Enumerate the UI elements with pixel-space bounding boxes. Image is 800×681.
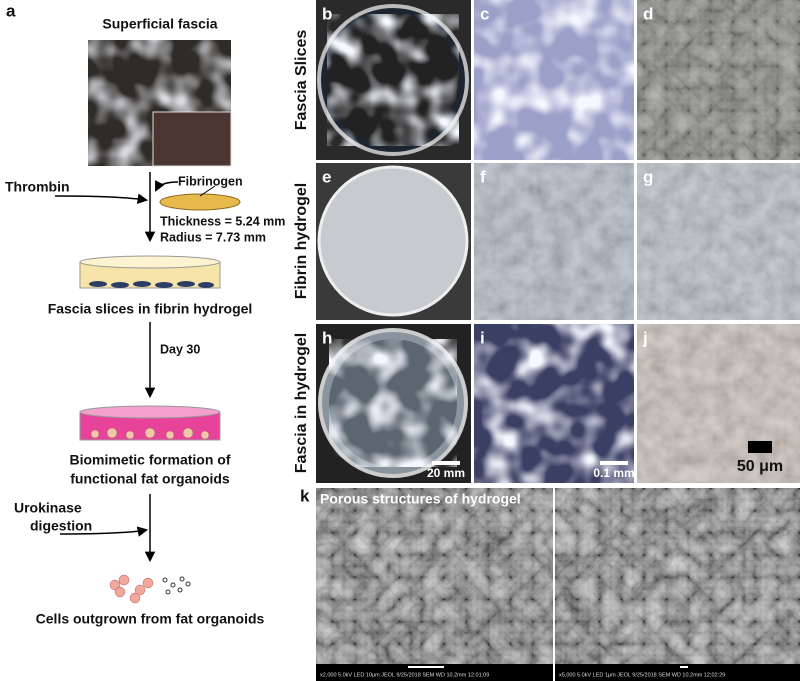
panel-label: a xyxy=(6,1,16,20)
dish-rim xyxy=(79,255,221,269)
arrow xyxy=(59,526,149,537)
sem-footer: x5,000 5.0kV LED 1μm JEOL 9/25/2018 SEM … xyxy=(559,672,725,678)
scale-bar-label: 50 μm xyxy=(737,458,783,475)
panel-label: j xyxy=(642,328,648,347)
pointer xyxy=(199,185,216,197)
step-label: Cells outgrown from fat organoids xyxy=(36,611,265,627)
arrow xyxy=(54,193,149,204)
panel-label: h xyxy=(322,328,332,347)
dish-rim xyxy=(79,405,221,419)
arrow xyxy=(155,180,179,192)
photo-grid xyxy=(316,0,800,483)
step-label: functional fat organoids xyxy=(70,471,230,487)
sem-footer-bar xyxy=(316,664,553,681)
sem-scale xyxy=(680,666,688,668)
row-label: Fascia in hydrogel xyxy=(293,333,310,473)
sem-image xyxy=(555,488,800,664)
sem-footer: x2,000 5.0kV LED 10μm JEOL 9/25/2018 SEM… xyxy=(320,672,489,678)
row-label: Fibrin hydrogel xyxy=(293,183,310,299)
panel-label: i xyxy=(480,328,485,347)
scale-bar-label: 0.1 mm xyxy=(593,466,634,480)
step-label: Fascia slices in fibrin hydrogel xyxy=(48,301,253,317)
row-label: Fascia Slices xyxy=(293,30,310,131)
sem-image xyxy=(316,488,553,664)
thrombin: Thrombin xyxy=(5,179,70,195)
panel-label: g xyxy=(643,167,653,186)
fibrinogen: Fibrinogen xyxy=(178,174,243,188)
dish xyxy=(159,193,241,211)
single-cells xyxy=(162,576,191,595)
enzyme: Urokinase xyxy=(14,500,82,516)
enzyme: digestion xyxy=(30,518,92,534)
step-label: Biomimetic formation of xyxy=(69,452,230,468)
day-label: Day 30 xyxy=(160,342,200,356)
slices xyxy=(89,281,214,288)
sem-scale xyxy=(408,666,444,668)
panel-label: b xyxy=(322,4,332,23)
panel-label: e xyxy=(322,167,331,186)
thickness: Thickness = 5.24 mm xyxy=(160,214,285,228)
panel-label: k xyxy=(300,486,310,505)
panel-labels: b c d e f g h i j xyxy=(322,4,653,347)
panel-label: c xyxy=(480,4,489,23)
radius: Radius = 7.73 mm xyxy=(160,230,266,244)
cell-clusters xyxy=(109,574,154,604)
tissue-inset xyxy=(152,111,232,167)
panel-label: d xyxy=(643,4,653,23)
tissue-title: Superficial fascia xyxy=(102,16,217,32)
panel-label: f xyxy=(480,167,486,186)
scale-bar-label: 20 mm xyxy=(427,466,465,480)
organoids xyxy=(90,427,210,440)
sem-footer-bar xyxy=(555,664,800,681)
sem-title: Porous structures of hydrogel xyxy=(320,491,521,507)
